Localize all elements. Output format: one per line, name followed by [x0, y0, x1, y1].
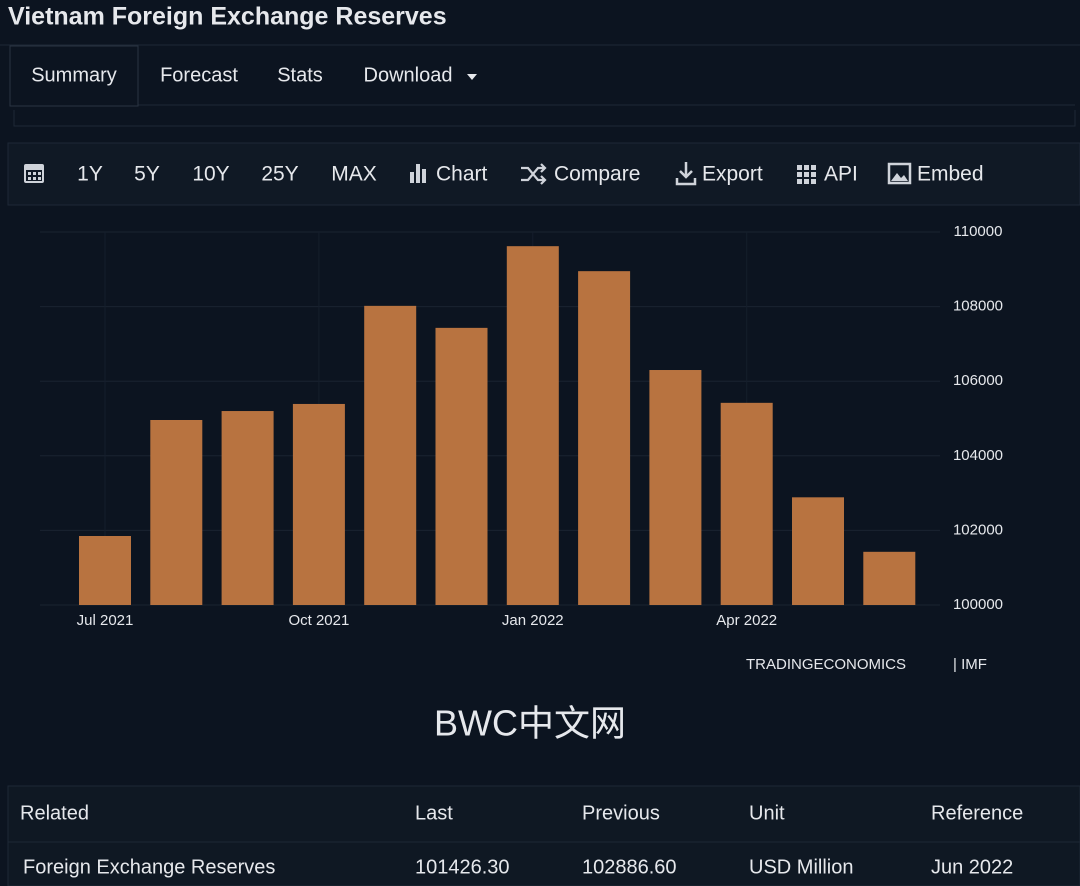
- calendar-icon-body: [26, 170, 42, 181]
- bar: [150, 419, 203, 605]
- x-tick-label: Jul 2021: [77, 612, 134, 629]
- toolbar-button[interactable]: Chart: [436, 163, 488, 186]
- embed-icon: [887, 162, 912, 185]
- y-tick-label: 102000: [953, 521, 1003, 538]
- dropdown-caret: [467, 74, 477, 80]
- table-cell: 102886.60: [582, 856, 677, 878]
- bar: [506, 246, 559, 605]
- export-icon: [675, 162, 697, 186]
- table-header: Previous: [582, 802, 660, 824]
- table-cell: USD Million: [749, 856, 853, 878]
- y-tick-label: 104000: [953, 447, 1003, 464]
- x-tick-label: Oct 2021: [288, 612, 349, 629]
- y-tick-label: 108000: [953, 298, 1003, 315]
- table-header: Last: [415, 802, 453, 824]
- bar: [578, 271, 631, 605]
- toolbar-button[interactable]: Export: [702, 163, 763, 186]
- tab[interactable]: Forecast: [160, 64, 238, 86]
- page-title: Vietnam Foreign Exchange Reserves: [8, 3, 447, 31]
- bar: [863, 551, 916, 605]
- x-tick-label: Jan 2022: [502, 612, 564, 629]
- source-label: | IMF: [953, 656, 987, 673]
- api-icon: [797, 165, 816, 184]
- bar: [364, 305, 417, 605]
- toolbar-button[interactable]: 5Y: [134, 163, 160, 186]
- tab[interactable]: Download: [364, 64, 453, 86]
- active-tab-box: [9, 45, 139, 107]
- tab[interactable]: Summary: [31, 64, 117, 86]
- chart-icon: [410, 164, 426, 183]
- embed-icon-image: [891, 173, 908, 181]
- toolbar-button[interactable]: Embed: [917, 163, 984, 186]
- y-tick-label: 106000: [953, 372, 1003, 389]
- watermark: BWC中文网: [434, 703, 626, 744]
- bar: [79, 535, 131, 605]
- x-tick-label: Apr 2022: [716, 612, 777, 629]
- tab[interactable]: Stats: [277, 64, 323, 86]
- bar: [720, 402, 773, 605]
- table: [7, 785, 1080, 886]
- toolbar-button[interactable]: 1Y: [77, 163, 103, 186]
- bar: [221, 411, 274, 605]
- table-cell[interactable]: Foreign Exchange Reserves: [23, 856, 275, 878]
- y-tick-label: 110000: [954, 223, 1003, 240]
- toolbar-button[interactable]: Compare: [554, 163, 640, 186]
- source-label: TRADINGECONOMICS: [746, 656, 906, 673]
- table-header: Related: [20, 802, 89, 824]
- toolbar-button[interactable]: 10Y: [192, 163, 229, 186]
- y-tick-label: 100000: [953, 596, 1003, 613]
- compare-icon: [521, 163, 547, 185]
- bar: [792, 497, 844, 605]
- table-header: Reference: [931, 802, 1023, 824]
- bar: [435, 327, 488, 605]
- calendar-grid: [28, 172, 41, 180]
- table-header: Unit: [749, 802, 785, 824]
- table-cell: Jun 2022: [931, 856, 1013, 878]
- bar: [649, 370, 702, 605]
- toolbar-button[interactable]: MAX: [331, 163, 377, 186]
- table-cell: 101426.30: [415, 856, 510, 878]
- toolbar-button[interactable]: 25Y: [261, 163, 298, 186]
- toolbar-button[interactable]: API: [824, 163, 858, 186]
- panel-frame: [13, 110, 1076, 127]
- toolbar: [7, 142, 1080, 206]
- bar: [292, 403, 345, 605]
